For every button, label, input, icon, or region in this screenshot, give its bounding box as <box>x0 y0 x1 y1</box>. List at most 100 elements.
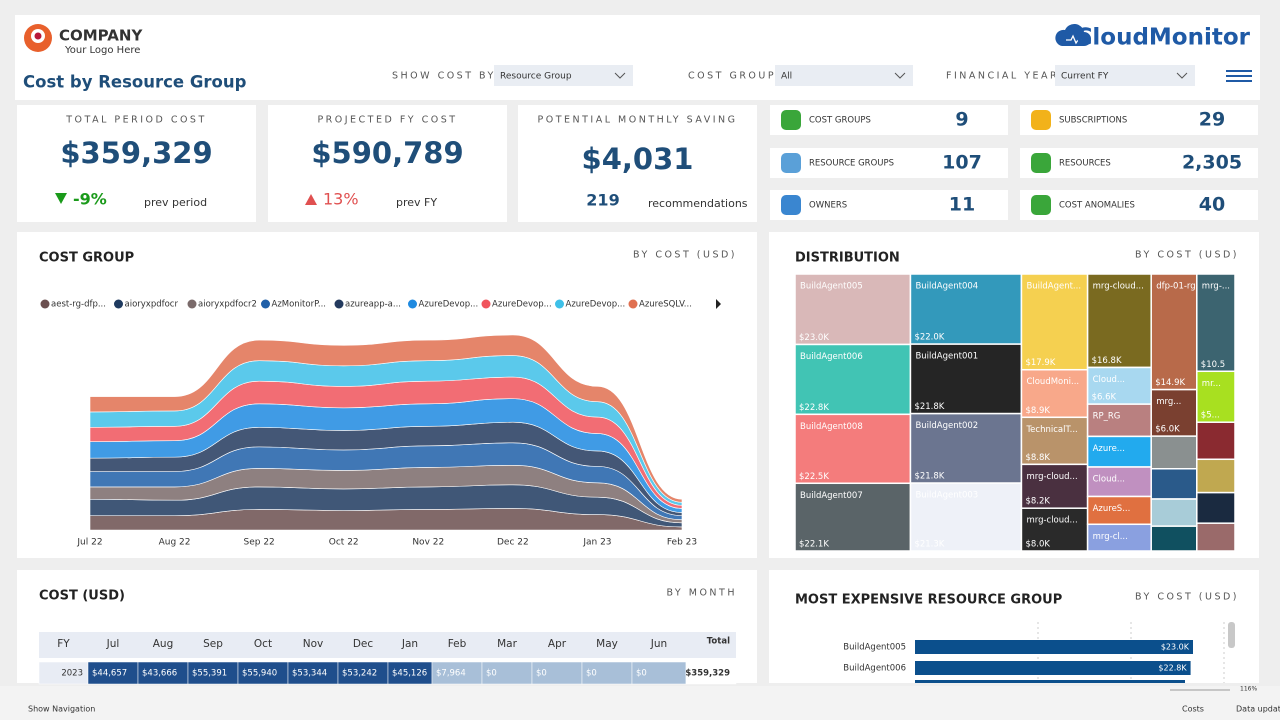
tile-value-label: $17.9K <box>1025 358 1055 368</box>
filter-label: FINANCIAL YEAR <box>946 71 1059 82</box>
table-value: $53,242 <box>342 669 377 679</box>
tile-name: mrg-cloud... <box>1026 516 1077 526</box>
brand-icon-pulse <box>1066 34 1082 45</box>
dropdown-arrow <box>1176 72 1188 79</box>
treemap-tile <box>1086 495 1152 526</box>
table-header-bg <box>39 632 736 658</box>
treemap-tile <box>1150 525 1198 552</box>
treemap-tile <box>1196 370 1236 423</box>
treemap-tile <box>794 482 912 552</box>
tile-value-label: $6.0K <box>1155 425 1180 435</box>
treemap-tile <box>1196 491 1236 524</box>
tile-icon <box>781 153 801 173</box>
treemap-tile <box>1086 466 1152 498</box>
treemap-tile <box>1086 523 1152 552</box>
treemap-tile <box>794 273 912 346</box>
menu-bar[interactable] <box>1226 75 1252 77</box>
legend-label: AzureDevop... <box>492 300 552 310</box>
kpi-trend-icon <box>55 193 67 204</box>
panel-title: COST GROUP <box>39 251 134 266</box>
menu-bar[interactable] <box>1226 80 1252 82</box>
x-tick-label: Jan 23 <box>582 538 611 548</box>
treemap-tile <box>909 482 1023 552</box>
bar-label: BuildAgent005 <box>843 643 906 653</box>
tile-value-label: $21.8K <box>914 472 944 482</box>
bar <box>915 661 1191 675</box>
dropdown[interactable] <box>494 65 633 86</box>
treemap-tile <box>794 343 912 416</box>
tile-name: Cloud... <box>1093 475 1125 485</box>
kpi-trend-icon <box>305 194 317 205</box>
tile-name: mrg... <box>1156 397 1181 407</box>
panel <box>770 148 1008 178</box>
treemap-tile <box>1150 435 1198 470</box>
tile-value-label: $8.9K <box>1025 406 1050 416</box>
table-value: $0 <box>586 669 597 679</box>
legend-next[interactable] <box>716 299 721 309</box>
tile-name: CloudMoni... <box>1026 377 1079 387</box>
legend-label: aioryxpdfocr2 <box>198 300 257 310</box>
x-tick-label: Oct 22 <box>329 538 359 548</box>
table-value: $359,329 <box>685 669 730 679</box>
bar-value-label: $23.0K <box>1161 643 1190 652</box>
tile-label: RESOURCE GROUPS <box>809 159 894 169</box>
ribbon <box>89 334 683 503</box>
x-tick-label: Aug 22 <box>159 538 191 548</box>
table-value: $7,964 <box>436 669 466 679</box>
tile-name: BuildAgent003 <box>915 491 978 501</box>
tile-label: COST ANOMALIES <box>1059 201 1135 211</box>
brand: CloudMonitor <box>1076 25 1251 51</box>
show-navigation[interactable]: Show Navigation <box>28 705 95 714</box>
tile-value-label: $22.0K <box>914 333 944 343</box>
tile-name: BuildAgent006 <box>800 352 863 362</box>
panel <box>17 105 256 222</box>
treemap-tile <box>1196 458 1236 494</box>
table-header: Aug <box>153 638 174 650</box>
status-bar <box>0 686 1280 720</box>
treemap-tile <box>1150 468 1198 500</box>
table-value: $0 <box>486 669 497 679</box>
tile-icon <box>1031 195 1051 215</box>
table-header: Mar <box>497 638 517 650</box>
header-panel <box>15 15 1260 100</box>
dropdown-arrow <box>614 72 626 79</box>
panel <box>518 105 757 222</box>
treemap-tile <box>1196 421 1236 461</box>
treemap-tile <box>909 343 1023 415</box>
tile-value: 29 <box>1199 109 1225 131</box>
company: COMPANY <box>59 27 143 45</box>
table-cell <box>685 661 737 685</box>
table-value: $55,391 <box>192 669 227 679</box>
table-header: Total <box>707 637 730 647</box>
tile-name: mr... <box>1202 379 1221 389</box>
tile-value-label: $14.9K <box>1155 378 1185 388</box>
logo-icon-dot <box>34 32 42 40</box>
tile-value-label: $22.1K <box>799 540 829 550</box>
table-header: Nov <box>303 638 324 650</box>
panel-subtitle: BY COST (USD) <box>1135 592 1239 603</box>
legend-label: AzureSQLV... <box>639 300 692 310</box>
tile-value: 2,305 <box>1182 152 1242 174</box>
table-header: Jun <box>650 638 667 650</box>
menu-icon[interactable] <box>1226 70 1252 82</box>
dropdown[interactable] <box>1055 65 1195 86</box>
legend-label: aest-rg-dfp... <box>51 300 106 310</box>
treemap-tile <box>1020 507 1089 552</box>
dropdown-value: Resource Group <box>500 72 572 82</box>
table-header: Apr <box>548 638 567 650</box>
legend-swatch <box>261 299 270 309</box>
treemap-tile <box>1086 366 1152 405</box>
tile-name: BuildAgent007 <box>800 491 863 501</box>
panel <box>1020 105 1258 135</box>
treemap-tile <box>1150 273 1198 391</box>
page-tab[interactable]: Costs <box>1182 705 1204 714</box>
dropdown[interactable] <box>775 65 913 86</box>
panel <box>770 190 1008 220</box>
table-header: Oct <box>254 638 272 650</box>
kpi-note: prev FY <box>396 196 437 209</box>
legend-swatch <box>481 299 491 309</box>
menu-bar[interactable] <box>1226 70 1252 72</box>
scrollbar[interactable] <box>1228 622 1235 648</box>
tile-value: 107 <box>942 152 982 174</box>
tile-value-label: $23.0K <box>799 333 829 343</box>
